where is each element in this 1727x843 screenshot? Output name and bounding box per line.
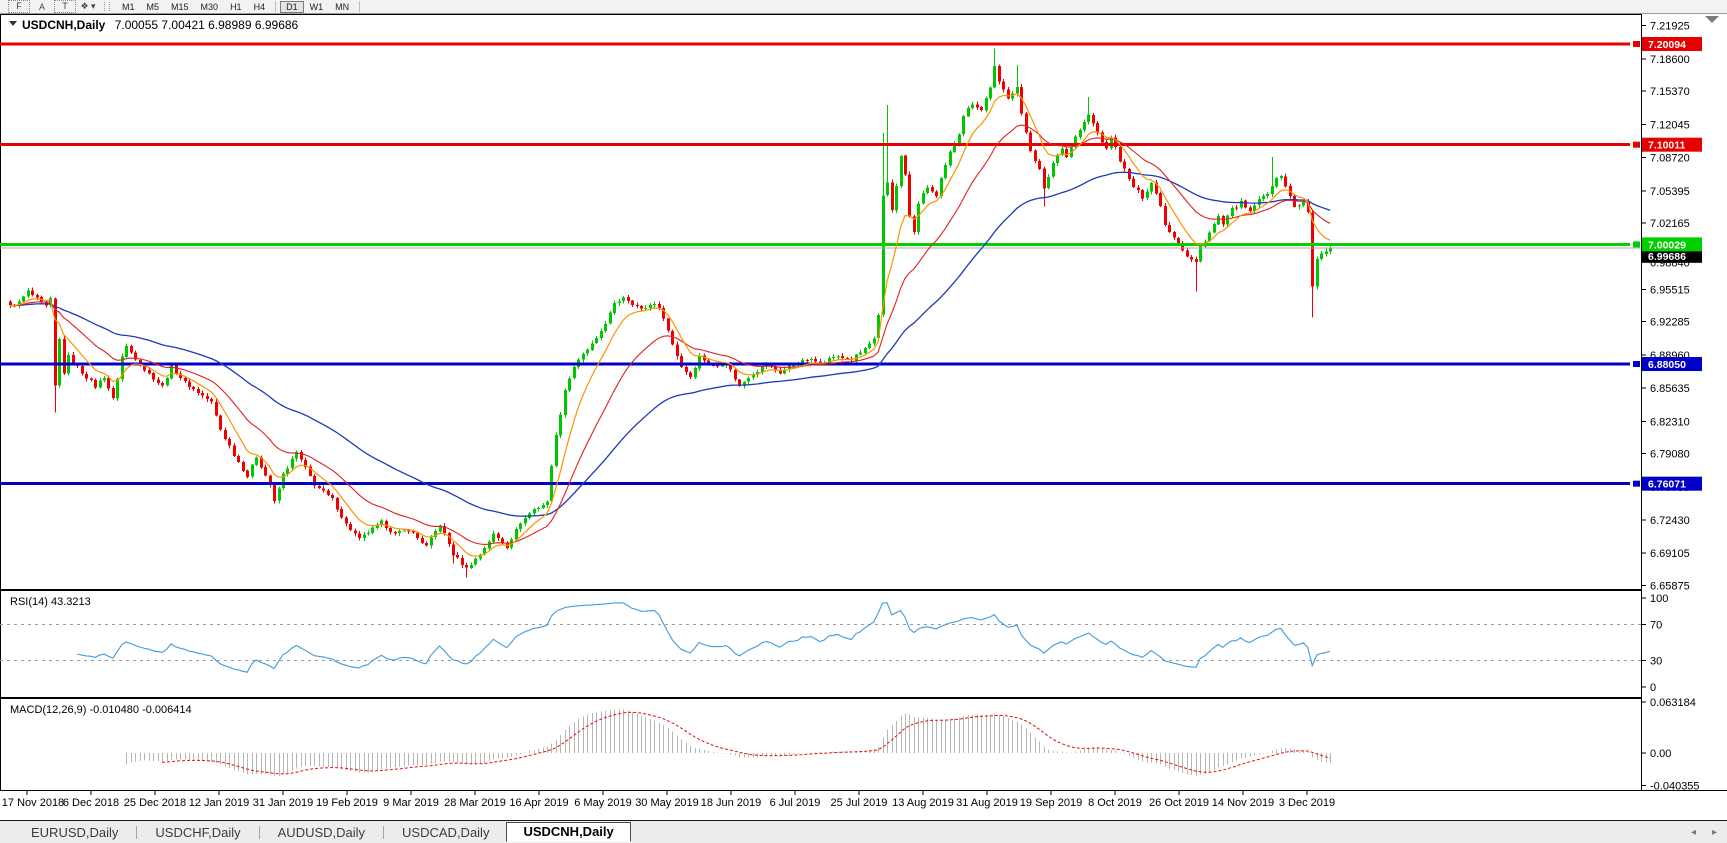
- timeframe-button-m15[interactable]: M15: [171, 1, 189, 12]
- ohlc-values: 7.00055 7.00421 6.98989 6.99686: [115, 18, 299, 32]
- date-axis-label: 6 Dec 2018: [63, 797, 119, 809]
- svg-text:6.82310: 6.82310: [1650, 416, 1690, 428]
- svg-text:6.85635: 6.85635: [1650, 383, 1690, 395]
- svg-text:7.00029: 7.00029: [1648, 239, 1686, 251]
- chart-canvas[interactable]: 7.21925 7.18600 7.15370 7.12045 7.08720 7.053…: [0, 14, 1727, 814]
- date-axis-label: 31 Aug 2019: [956, 797, 1018, 809]
- date-axis-label: 28 Mar 2019: [444, 797, 506, 809]
- date-axis-label: 31 Jan 2019: [253, 797, 314, 809]
- top-toolbar: F A T ❖ ▾ M1 M5 M15 M30 H1 H4 D1 W1 MN: [0, 0, 1727, 14]
- svg-text:0: 0: [1650, 682, 1656, 694]
- date-axis-label: 30 May 2019: [635, 797, 699, 809]
- date-axis-label: 26 Oct 2019: [1149, 797, 1209, 809]
- svg-text:0.063184: 0.063184: [1650, 697, 1696, 709]
- date-axis-label: 16 Apr 2019: [509, 797, 568, 809]
- svg-text:6.92285: 6.92285: [1650, 317, 1690, 329]
- date-axis-label: 3 Dec 2019: [1279, 797, 1335, 809]
- svg-text:6.99686: 6.99686: [1648, 251, 1686, 263]
- chart-tab-usdcnh[interactable]: USDCNH,Daily: [506, 822, 631, 842]
- svg-text:USDCNH,Daily 7.00055 7.0: USDCNH,Daily 7.00055 7.00421 6.98989 6.9…: [22, 18, 299, 32]
- timeframe-button-m30[interactable]: M30: [200, 1, 219, 12]
- symbol-tab-bar: EURUSD,Daily USDCHF,Daily AUDUSD,Daily USDC…: [0, 820, 1727, 843]
- svg-text:6.72430: 6.72430: [1650, 515, 1690, 527]
- svg-text:7.15370: 7.15370: [1650, 86, 1690, 98]
- svg-text:7.10011: 7.10011: [1648, 140, 1686, 152]
- svg-text:0.00: 0.00: [1650, 748, 1671, 760]
- svg-text:7.08720: 7.08720: [1650, 153, 1690, 165]
- chart-title: USDCNH,Daily 7.00055 7.00421 6.98989 6.9…: [9, 18, 299, 32]
- timeframe-button-m5[interactable]: M5: [146, 1, 160, 12]
- collapse-triangle-icon[interactable]: [9, 21, 17, 26]
- date-axis-label: 14 Nov 2019: [1212, 797, 1274, 809]
- svg-text:6.79080: 6.79080: [1650, 449, 1690, 461]
- text-tool-icon[interactable]: T: [54, 0, 76, 13]
- svg-text:70: 70: [1650, 620, 1662, 632]
- tabs-scroll-right-icon[interactable]: ▸: [1711, 826, 1717, 838]
- svg-text:6.65875: 6.65875: [1650, 581, 1690, 593]
- symbol-period-label: USDCNH,Daily: [22, 18, 106, 32]
- date-axis-label: 19 Sep 2019: [1020, 797, 1082, 809]
- rsi-indicator-label: RSI(14) 43.3213: [10, 596, 91, 608]
- svg-text:30: 30: [1650, 655, 1662, 667]
- chart-shift-marker-icon[interactable]: [1705, 16, 1719, 23]
- svg-text:7.20094: 7.20094: [1648, 39, 1686, 51]
- timeframe-button-h4[interactable]: H4: [253, 1, 266, 12]
- svg-text:7.05395: 7.05395: [1650, 186, 1690, 198]
- date-axis-label: 8 Oct 2019: [1088, 797, 1142, 809]
- tabs-scroll-left-icon[interactable]: ◂: [1690, 826, 1696, 838]
- date-axis-label: 18 Jun 2019: [701, 797, 762, 809]
- arrow-label-tool-icon[interactable]: A: [38, 1, 45, 12]
- date-axis-label: 25 Jul 2019: [831, 797, 888, 809]
- date-axis-label: 9 Mar 2019: [383, 797, 439, 809]
- chart-tab-usdcad[interactable]: USDCAD,Daily: [402, 824, 490, 840]
- svg-text:7.18600: 7.18600: [1650, 54, 1690, 66]
- date-axis-label: 17 Nov 2018: [2, 797, 64, 809]
- svg-text:7.12045: 7.12045: [1650, 119, 1690, 131]
- toolbar-grip[interactable]: [104, 2, 110, 11]
- timeframe-button-d1[interactable]: D1: [280, 0, 304, 13]
- fibonacci-tool-icon[interactable]: F: [8, 0, 30, 13]
- chart-tab-eurusd[interactable]: EURUSD,Daily: [31, 824, 119, 840]
- date-axis-label: 19 Feb 2019: [316, 797, 378, 809]
- timeframe-button-m1[interactable]: M1: [122, 1, 135, 12]
- chart-tab-usdchf[interactable]: USDCHF,Daily: [155, 824, 241, 840]
- date-axis-label: 6 Jul 2019: [770, 797, 821, 809]
- arrows-style-tool-icon[interactable]: ❖ ▾: [80, 1, 96, 11]
- svg-text:6.69105: 6.69105: [1650, 548, 1690, 560]
- svg-text:6.88050: 6.88050: [1648, 359, 1686, 371]
- timeframe-button-w1[interactable]: W1: [309, 1, 324, 12]
- date-axis-label: 13 Aug 2019: [892, 797, 954, 809]
- svg-text:100: 100: [1650, 593, 1668, 605]
- timeframe-button-mn[interactable]: MN: [335, 1, 350, 12]
- timeframe-button-h1[interactable]: H1: [230, 1, 242, 12]
- svg-text:7.21925: 7.21925: [1650, 21, 1690, 33]
- date-axis-label: 6 May 2019: [574, 797, 631, 809]
- chart-tab-audusd[interactable]: AUDUSD,Daily: [277, 824, 366, 840]
- date-axis-label: 12 Jan 2019: [189, 797, 250, 809]
- svg-text:6.76071: 6.76071: [1648, 479, 1686, 491]
- macd-indicator-label: MACD(12,26,9) -0.010480 -0.006414: [10, 704, 192, 716]
- date-axis-label: 25 Dec 2018: [124, 797, 186, 809]
- svg-text:6.98840: 6.98840: [1650, 257, 1690, 269]
- svg-text:7.02165: 7.02165: [1650, 218, 1690, 230]
- svg-text:-0.040355: -0.040355: [1650, 781, 1700, 793]
- svg-text:6.95515: 6.95515: [1650, 284, 1690, 296]
